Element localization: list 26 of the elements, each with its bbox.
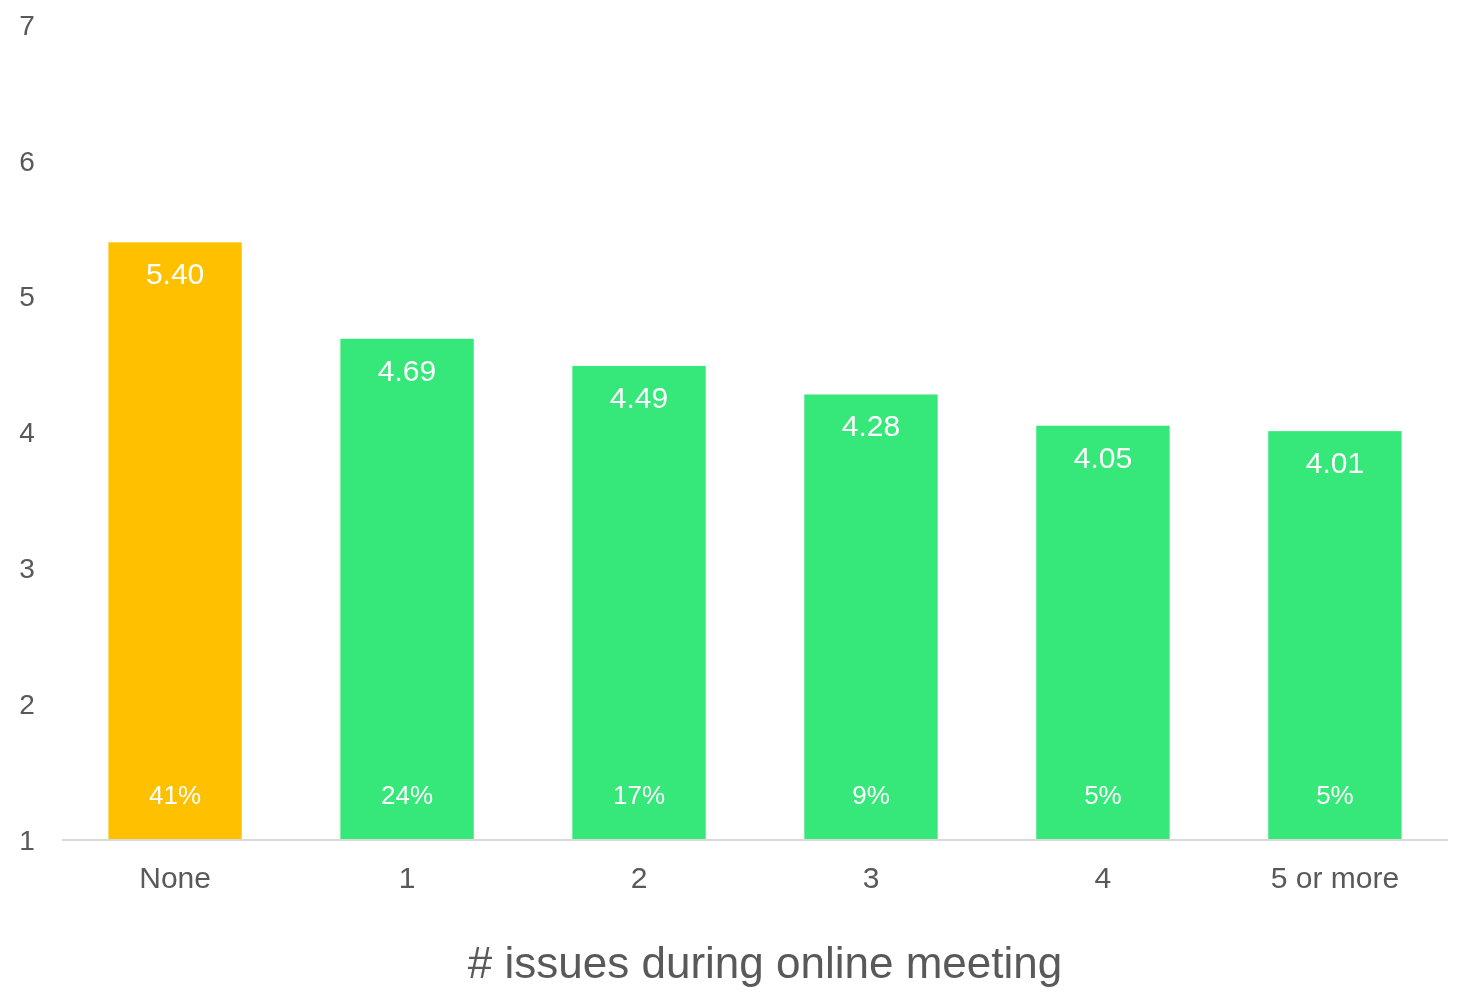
annotation: 41% bbox=[149, 780, 202, 811]
y-tick-label: 5 bbox=[19, 281, 35, 313]
x-tick-label: 1 bbox=[398, 861, 416, 894]
y-tick-label: 2 bbox=[19, 688, 35, 720]
data-label: 4.01 bbox=[1305, 446, 1365, 480]
annotation: 17% bbox=[612, 780, 666, 811]
x-tick-label: None bbox=[139, 861, 211, 894]
y-tick-label: 7 bbox=[19, 9, 35, 41]
y-tick-label: 4 bbox=[19, 417, 35, 449]
x-tick-label: 2 bbox=[630, 861, 648, 894]
x-tick-label: 5 or more bbox=[1270, 861, 1400, 894]
annotation: 5% bbox=[1316, 780, 1354, 811]
x-tick-label: 4 bbox=[1094, 861, 1112, 894]
y-tick-label: 3 bbox=[19, 553, 35, 585]
data-label: 5.40 bbox=[145, 257, 205, 291]
y-tick-label: 6 bbox=[19, 145, 35, 177]
y-tick-label: 1 bbox=[19, 824, 35, 856]
annotation: 9% bbox=[852, 780, 890, 811]
x-tick-label: 3 bbox=[862, 861, 880, 894]
data-label: 4.28 bbox=[841, 409, 901, 443]
x-axis-title: # issues during online meeting bbox=[467, 938, 1063, 987]
data-label: 4.05 bbox=[1073, 440, 1133, 474]
data-label: 4.49 bbox=[609, 380, 669, 414]
data-label: 4.69 bbox=[377, 353, 437, 387]
annotation: 24% bbox=[381, 780, 434, 811]
annotation: 5% bbox=[1084, 780, 1122, 811]
